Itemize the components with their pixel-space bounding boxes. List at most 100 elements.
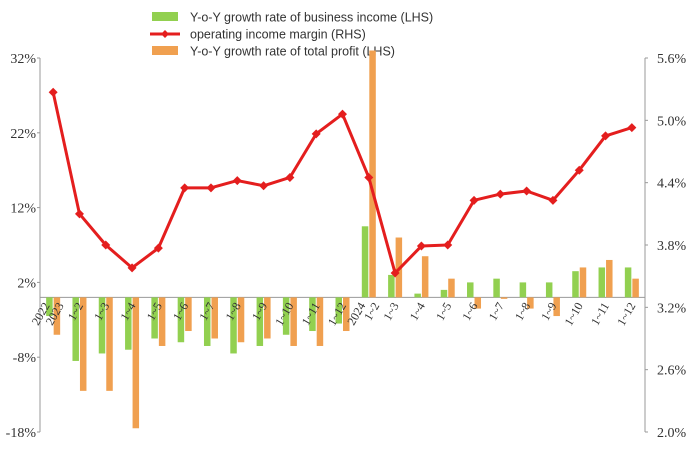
total-profit-bar (106, 297, 113, 391)
business-income-bar (282, 297, 290, 335)
right-tick-label: 5.6% (657, 52, 687, 67)
left-tick-label: -18% (6, 426, 37, 441)
total-profit-bar (211, 297, 218, 339)
operating-margin-point (311, 129, 321, 139)
x-tick-label: 1~11 (588, 300, 612, 328)
operating-margin-point (443, 240, 453, 250)
legend: Y-o-Y growth rate of business income (LH… (150, 11, 433, 59)
operating-margin-point (74, 209, 84, 219)
total-profit-bar (369, 50, 376, 298)
business-income-bar (46, 297, 53, 317)
legend-swatch-marker (161, 30, 169, 38)
right-tick-label: 4.4% (657, 177, 687, 192)
left-tick-label: 2% (17, 276, 36, 291)
business-income-bar (440, 289, 448, 298)
business-income-bar (256, 297, 264, 346)
left-tick-label: -8% (13, 351, 37, 366)
business-income-bar (98, 297, 106, 354)
total-profit-bar (421, 256, 429, 298)
operating-margin-point (259, 181, 269, 191)
total-profit-bar (264, 297, 271, 339)
total-profit-bar (79, 297, 87, 391)
business-income-bar (493, 278, 500, 298)
total-profit-bar (527, 297, 534, 309)
operating-margin-point (548, 195, 558, 205)
business-income-bar (572, 271, 579, 298)
total-profit-bar (290, 297, 297, 346)
business-income-bar (388, 274, 395, 298)
operating-margin-point (232, 176, 242, 186)
x-tick-label: 1~10 (561, 300, 585, 328)
left-tick-label: 22% (10, 127, 36, 142)
axes: -18% -8% 2% 12% 22% 32% 2.0% 2.6% 3.2% 3.8% 4.4% 5.… (6, 52, 687, 441)
operating-margin-point (601, 131, 611, 141)
business-income-bar (545, 282, 553, 298)
right-tick-label: 2.0% (657, 426, 687, 441)
business-income-bar (72, 297, 79, 361)
business-income-bar (519, 282, 527, 298)
operating-margin-point (127, 263, 137, 273)
total-profit-bar (500, 297, 508, 299)
total-profit-bar (579, 267, 587, 298)
operating-margin-point (338, 109, 347, 119)
business-income-bar (335, 297, 342, 324)
legend-label: Y-o-Y growth rate of total profit (LHS) (190, 45, 395, 59)
operating-margin-point (206, 183, 216, 193)
total-profit-bar (553, 297, 560, 317)
operating-margin-point (285, 172, 295, 182)
x-tick-label: 1~5 (433, 300, 454, 323)
operating-margin-line (51, 91, 633, 275)
business-income-bar (309, 297, 316, 332)
total-profit-bar (237, 297, 245, 343)
x-tick-label: 1~2 (361, 300, 382, 323)
total-profit-bar (474, 297, 482, 309)
total-profit-bar (132, 297, 140, 429)
operating-margin-point (574, 165, 584, 175)
left-tick-label: 32% (10, 52, 36, 67)
total-profit-bar (53, 297, 61, 335)
right-tick-label: 3.8% (657, 239, 687, 254)
x-tick-label: 1~7 (486, 300, 507, 323)
total-profit-bar (158, 297, 166, 346)
right-tick-label: 5.0% (657, 114, 687, 129)
business-income-bar (624, 267, 632, 298)
total-profit-bar (632, 278, 639, 298)
business-income-bar (467, 282, 474, 298)
business-income-bar (151, 297, 158, 339)
legend-label: Y-o-Y growth rate of business income (LH… (190, 11, 433, 25)
total-profit-bar (316, 297, 324, 346)
operating-margin-point (101, 240, 111, 250)
business-income-bar (203, 297, 211, 346)
line-series (48, 87, 637, 278)
operating-margin-point (495, 189, 505, 199)
business-income-bar (361, 226, 369, 298)
bars (46, 50, 639, 429)
operating-margin-point (180, 183, 190, 193)
operating-margin-point (469, 195, 479, 205)
business-income-bar (177, 297, 185, 343)
x-tick-label: 1~12 (614, 300, 638, 328)
total-profit-bar (185, 297, 192, 332)
right-tick-label: 2.6% (657, 364, 687, 379)
operating-margin-point (48, 87, 58, 97)
legend-swatch (152, 46, 178, 55)
left-tick-label: 12% (10, 202, 36, 217)
total-profit-bar (606, 259, 613, 298)
total-profit-bar (343, 297, 350, 332)
operating-margin-point (153, 243, 163, 253)
legend-label: operating income margin (RHS) (190, 28, 366, 42)
operating-margin-point (416, 241, 426, 251)
business-income-bar (230, 297, 237, 354)
operating-margin-point (627, 123, 637, 133)
legend-swatch (152, 12, 178, 21)
business-income-bar (125, 297, 132, 350)
total-profit-bar (448, 278, 455, 298)
business-income-bar (598, 267, 606, 298)
business-income-bar (414, 293, 421, 298)
operating-margin-point (364, 172, 374, 182)
x-tick-label: 1~4 (407, 300, 428, 323)
right-tick-label: 3.2% (657, 301, 687, 316)
